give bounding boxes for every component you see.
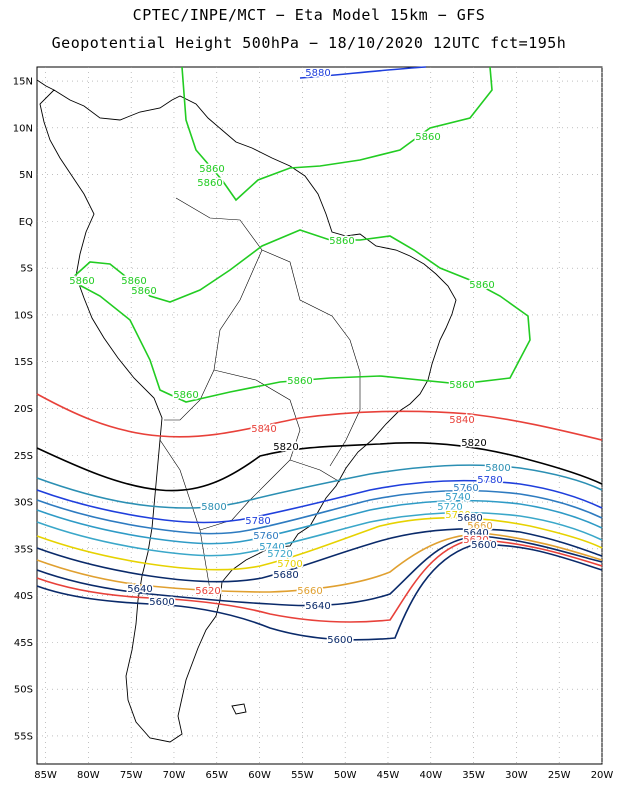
lon-tick-label: 55W (291, 770, 314, 781)
contour-5720 (36, 511, 603, 557)
contour-5760 (36, 489, 603, 535)
central-america-coastline (36, 79, 55, 91)
contour-5860-south (69, 229, 531, 403)
lat-tick-label: 5S (20, 264, 33, 275)
lat-tick-label: 5N (19, 170, 33, 181)
lon-tick-label: 45W (377, 770, 400, 781)
contour-label-5740: 5740 (259, 542, 284, 553)
contour-label-5860: 5860 (287, 376, 312, 387)
contour-label-5600: 5600 (471, 540, 496, 551)
coastline (36, 79, 457, 743)
lat-tick-label: 35S (14, 544, 33, 555)
lon-tick-label: 80W (77, 770, 100, 781)
lat-tick-label: 25S (14, 451, 33, 462)
contour-label-5640: 5640 (127, 584, 152, 595)
contour-label-5620: 5620 (463, 535, 488, 546)
contour-label-5860: 5860 (415, 132, 440, 143)
contour-label-5640: 5640 (463, 528, 488, 539)
lat-tick-label: 15N (13, 77, 33, 88)
contour-5660 (36, 533, 603, 593)
lat-tick-label: 10N (13, 123, 33, 134)
contour-5780 (36, 479, 603, 524)
lon-tick-label: 30W (505, 770, 528, 781)
contour-5680 (36, 528, 603, 583)
lon-tick-label: 25W (548, 770, 571, 781)
contour-label-5840: 5840 (449, 415, 474, 426)
contour-5700 (36, 516, 603, 571)
lat-tick-label: 30S (14, 498, 33, 509)
contour-label-5880: 5880 (305, 68, 330, 79)
lon-tick-label: 60W (248, 770, 271, 781)
lat-tick-label: EQ (19, 217, 33, 228)
lat-tick-label: 45S (14, 638, 33, 649)
lat-tick-label: 40S (14, 591, 33, 602)
contour-label-5860: 5860 (449, 380, 474, 391)
map-frame (36, 66, 603, 765)
contour-label-5860: 5860 (131, 286, 156, 297)
contour-label-5860: 5860 (197, 178, 222, 189)
falkland-islands (231, 703, 247, 715)
contour-label-5660: 5660 (297, 586, 322, 597)
height-contours (36, 66, 603, 641)
contour-label-5860: 5860 (469, 280, 494, 291)
contour-label-5860: 5860 (121, 276, 146, 287)
south-america-coastline (39, 89, 457, 743)
lat-tick-label: 55S (14, 731, 33, 742)
contour-label-5680: 5680 (457, 513, 482, 524)
lat-tick-label: 20S (14, 404, 33, 415)
contour-label-5720: 5720 (437, 502, 462, 513)
graticule (37, 67, 603, 764)
lon-tick-label: 75W (120, 770, 143, 781)
lat-tick-label: 50S (14, 685, 33, 696)
contour-label-5780: 5780 (477, 475, 502, 486)
contour-label-5700: 5700 (445, 510, 470, 521)
chart-title-line-1: CPTEC/INPE/MCT − Eta Model 15km − GFS (132, 6, 486, 24)
contour-label-5680: 5680 (273, 570, 298, 581)
contour-label-5760: 5760 (253, 531, 278, 542)
contour-5600 (36, 544, 603, 641)
country-borders (159, 197, 361, 591)
contour-5840 (36, 393, 603, 441)
lon-tick-label: 70W (163, 770, 186, 781)
contour-5620 (36, 539, 603, 623)
contour-5640 (36, 535, 603, 607)
contour-label-5860: 5860 (69, 276, 94, 287)
contour-label-5780: 5780 (245, 516, 270, 527)
contour-label-5600: 5600 (149, 597, 174, 608)
contour-label-5720: 5720 (267, 549, 292, 560)
axis-tick-labels: 15N 10N 5N EQ 5S 10S 15S 20S 25S 30S 35S 40S 45S 50S 5… (13, 77, 614, 781)
contour-label-5860: 5860 (199, 164, 224, 175)
lon-tick-label: 40W (419, 770, 442, 781)
contour-5860-north (181, 66, 493, 202)
lon-tick-label: 35W (462, 770, 485, 781)
contour-5740 (36, 499, 603, 545)
lat-tick-label: 10S (14, 310, 33, 321)
contour-label-5820: 5820 (273, 442, 298, 453)
contour-label-5740: 5740 (445, 492, 470, 503)
lon-tick-label: 65W (205, 770, 228, 781)
contour-label-5800: 5800 (201, 502, 226, 513)
contour-label-5600: 5600 (327, 635, 352, 646)
chart-title-line-2: Geopotential Height 500hPa − 18/10/2020 … (51, 34, 567, 52)
contour-label-5840: 5840 (251, 424, 276, 435)
contour-label-5800: 5800 (485, 463, 510, 474)
contour-label-5700: 5700 (277, 559, 302, 570)
contour-label-5820: 5820 (461, 438, 486, 449)
lon-tick-label: 50W (334, 770, 357, 781)
contour-label-5860: 5860 (329, 236, 354, 247)
contour-label-5760: 5760 (453, 483, 478, 494)
contour-5800 (36, 464, 603, 509)
contour-label-5860: 5860 (173, 390, 198, 401)
lon-tick-label: 20W (591, 770, 614, 781)
contour-label-5620: 5620 (195, 586, 220, 597)
contour-label-5660: 5660 (467, 521, 492, 532)
lon-tick-label: 85W (34, 770, 57, 781)
contour-5880 (299, 66, 427, 79)
lat-tick-label: 15S (14, 357, 33, 368)
contour-5820 (36, 442, 603, 492)
contour-label-5640: 5640 (305, 601, 330, 612)
